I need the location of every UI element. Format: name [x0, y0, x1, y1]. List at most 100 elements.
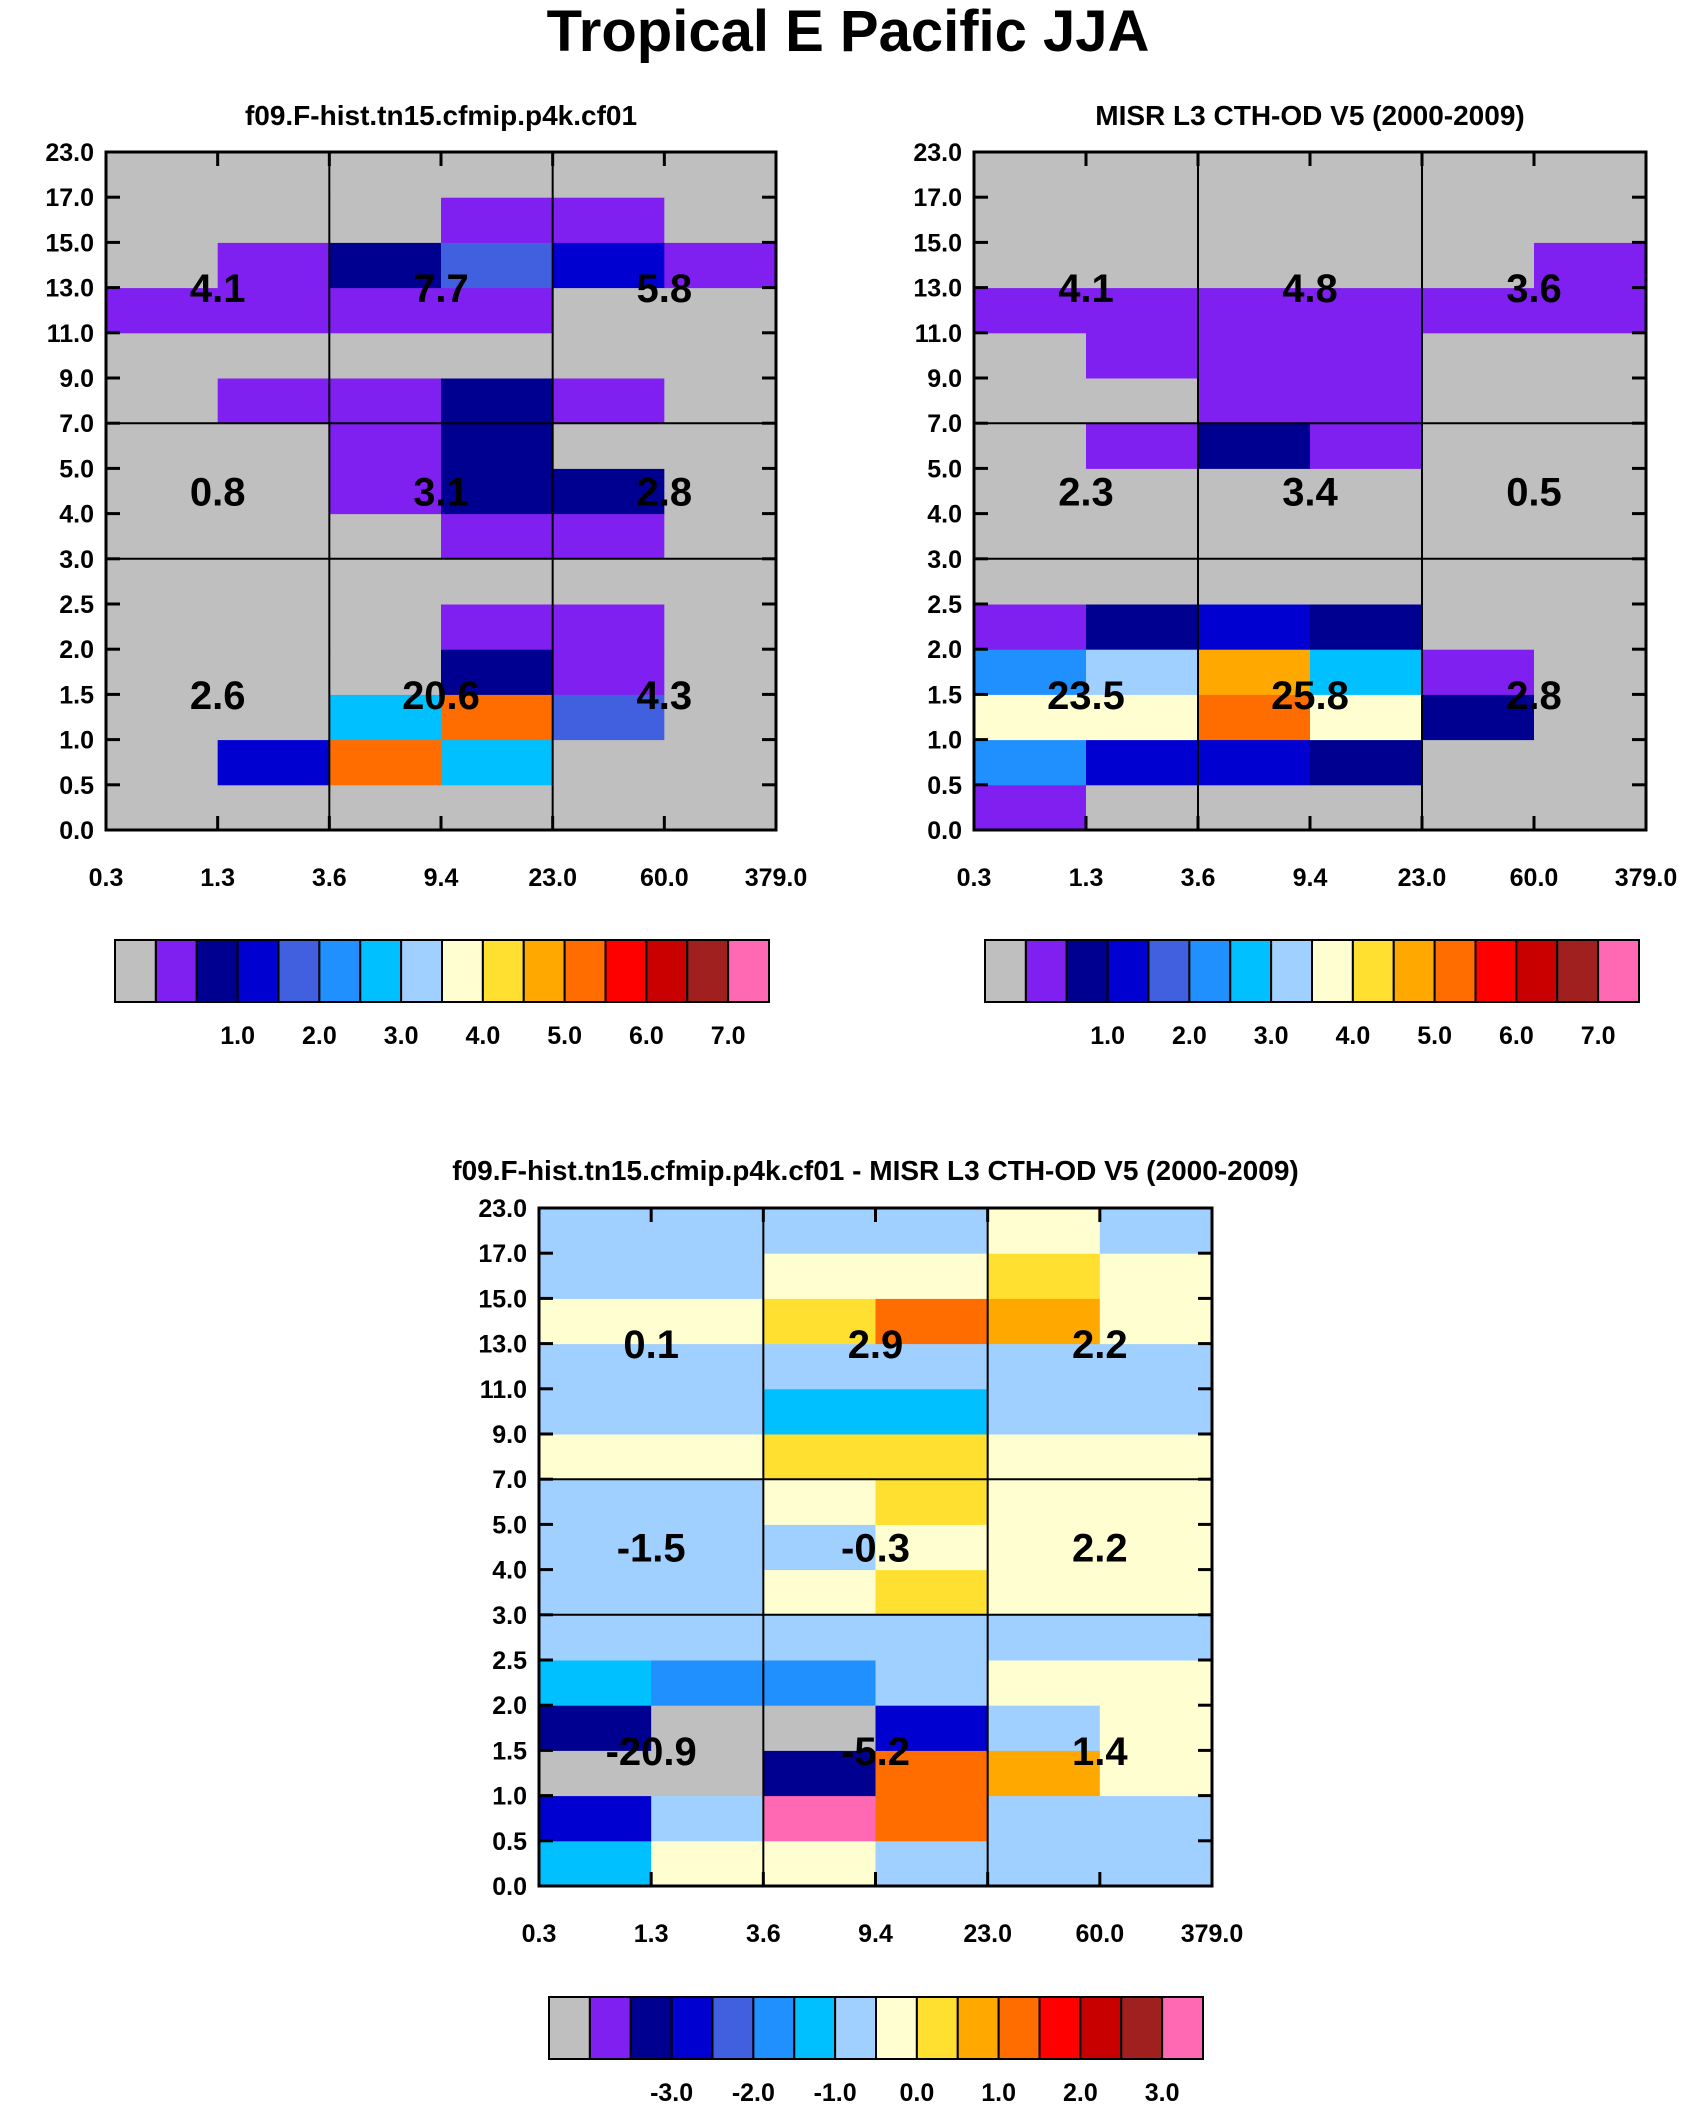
heatmap-cell	[664, 558, 777, 605]
colorbar-label: 2.0	[302, 1022, 337, 1050]
heatmap-cell	[651, 1614, 764, 1661]
colorbar-box	[984, 939, 1027, 1003]
heatmap-cell	[106, 739, 219, 786]
heatmap-cell	[664, 784, 777, 831]
chart-panel-2: MISR L3 CTH-OD V5 (2000-2009) 0.0 0.5 1.0 1.…	[913, 100, 1677, 1050]
heatmap-cell	[441, 739, 554, 786]
heatmap-cell	[664, 423, 777, 469]
region-value-label: 4.8	[1282, 267, 1338, 311]
colorbar-label: 6.0	[629, 1022, 664, 1050]
y-tick-label: 15.0	[45, 229, 94, 257]
heatmap-cell	[651, 1840, 764, 1887]
figure-title: Tropical E Pacific JJA	[546, 0, 1150, 64]
heatmap-cell	[217, 649, 330, 695]
y-tick-label: 0.5	[59, 772, 94, 800]
colorbar-box	[522, 939, 566, 1003]
heatmap-cell	[441, 558, 554, 605]
heatmap-cell	[651, 1298, 764, 1345]
colorbar-box	[1433, 939, 1477, 1003]
x-tick-label: 9.4	[858, 1920, 893, 1948]
y-tick-label: 13.0	[45, 275, 94, 303]
heatmap-cell	[1198, 649, 1311, 695]
colorbar-label: 7.0	[711, 1022, 746, 1050]
heatmap-cell	[875, 1660, 989, 1706]
heatmap-cell	[441, 513, 554, 560]
y-tick-label: 17.0	[478, 1240, 527, 1268]
region-value-label: -20.9	[606, 1730, 697, 1774]
heatmap-cell	[1422, 558, 1535, 605]
heatmap-cell	[217, 242, 330, 289]
colorbar-box	[277, 939, 321, 1003]
heatmap-cell	[1198, 423, 1311, 469]
heatmap-cell	[329, 649, 442, 695]
heatmap-cell	[106, 287, 219, 334]
y-tick-label: 13.0	[913, 275, 962, 303]
heatmap-cell	[1422, 694, 1535, 741]
heatmap-cell	[664, 604, 777, 650]
region-value-label: 2.9	[848, 1323, 904, 1367]
heatmap-cell	[1086, 332, 1199, 379]
heatmap-cell	[1422, 287, 1535, 334]
heatmap-cell	[106, 649, 219, 695]
y-tick-label: 2.5	[59, 591, 94, 619]
heatmap-cell	[329, 784, 442, 831]
heatmap-cell	[217, 558, 330, 605]
heatmap-cell	[651, 1434, 764, 1480]
x-tick-label: 0.3	[957, 864, 992, 892]
heatmap-cell	[441, 152, 554, 198]
x-tick-label: 3.6	[312, 864, 347, 892]
colorbar-box	[1161, 1996, 1204, 2060]
heatmap-cell	[106, 378, 219, 424]
heatmap-cell	[664, 152, 777, 198]
heatmap-cell	[651, 1524, 764, 1571]
heatmap-cell	[1099, 1298, 1213, 1345]
colorbar-box	[1024, 939, 1068, 1003]
y-tick-label: 5.0	[59, 455, 94, 483]
y-tick-label: 0.0	[492, 1873, 527, 1901]
y-tick-label: 1.5	[59, 681, 94, 709]
heatmap-cell	[329, 152, 442, 198]
heatmap-cell	[1086, 649, 1199, 695]
heatmap-cell	[1310, 604, 1423, 650]
heatmap-cell	[441, 784, 554, 831]
colorbar-box	[1392, 939, 1436, 1003]
colorbar-label: 1.0	[220, 1022, 255, 1050]
heatmap-cell	[539, 1298, 652, 1345]
heatmap-cell	[875, 1569, 989, 1616]
heatmap-cell	[987, 1343, 1101, 1390]
heatmap-cell	[217, 423, 330, 469]
colorbar-box	[915, 1996, 959, 2060]
heatmap-cell	[763, 1705, 876, 1751]
chart-title: MISR L3 CTH-OD V5 (2000-2009)	[1095, 100, 1524, 131]
heatmap-cell	[1086, 694, 1199, 741]
region-value-label: 0.1	[623, 1323, 679, 1367]
heatmap-cell	[875, 1479, 989, 1525]
x-tick-label: 23.0	[963, 1920, 1012, 1948]
heatmap-cell	[875, 1434, 989, 1480]
heatmap-cell	[1086, 558, 1199, 605]
y-tick-label: 7.0	[492, 1466, 527, 1494]
heatmap-cell	[539, 1840, 652, 1887]
heatmap-cell	[552, 784, 665, 831]
chart-panel-3: f09.F-hist.tn15.cfmip.p4k.cf01 - MISR L3…	[452, 1155, 1298, 2107]
heatmap-cell	[664, 287, 777, 334]
heatmap-cell	[1422, 468, 1535, 515]
heatmap-cell	[217, 197, 330, 243]
heatmap-cell	[1534, 287, 1647, 334]
heatmap-cell	[1086, 197, 1199, 243]
heatmap-cell	[329, 468, 442, 515]
heatmap-cell	[106, 332, 219, 379]
heatmap-cell	[875, 1298, 989, 1345]
heatmap-cell	[651, 1343, 764, 1390]
colorbar-box	[711, 1996, 755, 2060]
heatmap-cell	[763, 1208, 876, 1254]
y-tick-label: 1.0	[59, 727, 94, 755]
y-tick-label: 4.0	[927, 501, 962, 529]
region-value-label: 5.8	[637, 267, 693, 311]
x-tick-label: 23.0	[528, 864, 577, 892]
heatmap-cell	[763, 1298, 876, 1345]
heatmap-cell	[552, 242, 665, 289]
y-tick-label: 4.0	[492, 1557, 527, 1585]
chart-panel-1: f09.F-hist.tn15.cfmip.p4k.cf01 0.0 0.5 1.0 1…	[45, 100, 807, 1050]
